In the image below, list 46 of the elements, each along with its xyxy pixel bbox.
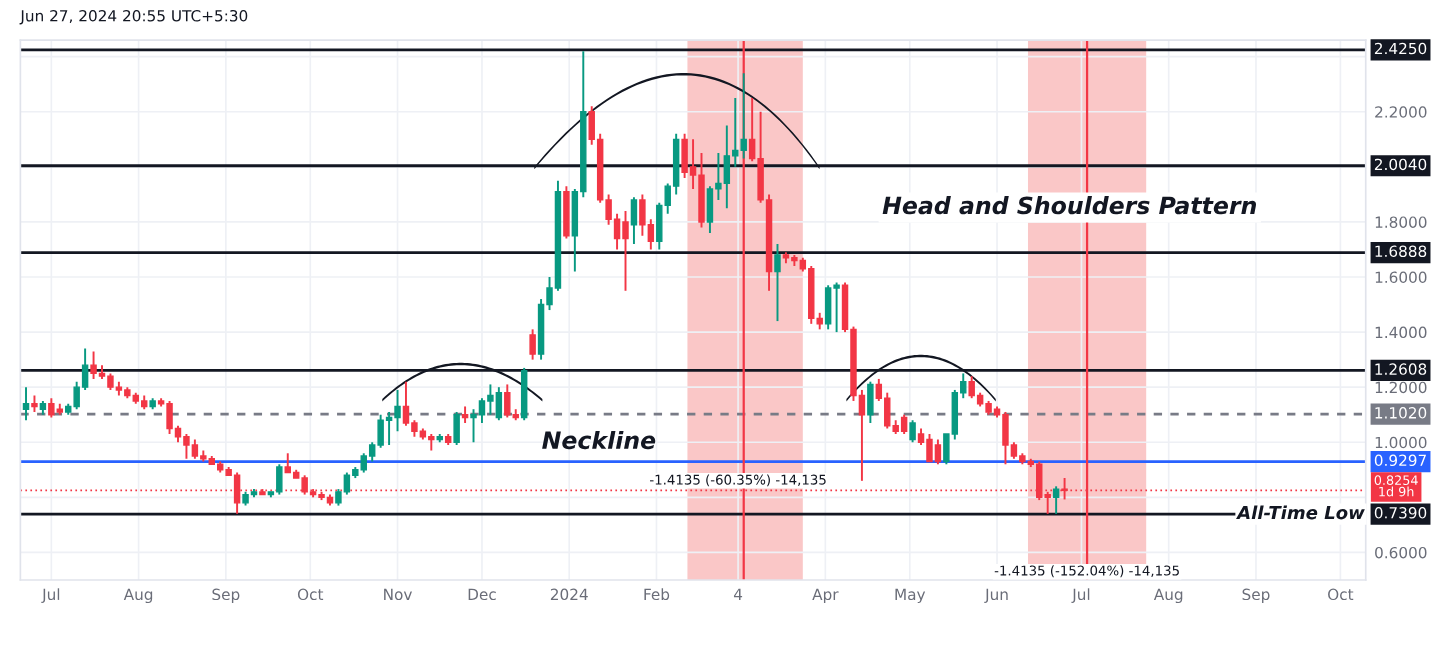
annotation: Neckline xyxy=(542,430,656,450)
candlestick xyxy=(884,391,891,430)
candlestick xyxy=(968,375,975,400)
candlestick xyxy=(90,350,97,380)
candlestick xyxy=(394,388,401,433)
candlestick xyxy=(504,383,511,419)
candlestick xyxy=(681,132,688,179)
candlestick xyxy=(487,383,494,416)
candlestick xyxy=(909,419,916,444)
candlestick xyxy=(630,196,638,245)
candlestick xyxy=(343,471,351,496)
candlestick xyxy=(470,408,477,444)
candlestick xyxy=(824,284,832,331)
candlestick xyxy=(740,72,747,160)
candlestick xyxy=(833,281,840,334)
candlestick xyxy=(1002,411,1009,466)
candlestick xyxy=(774,243,781,323)
candlestick xyxy=(276,463,283,496)
candlestick xyxy=(1052,485,1060,515)
candlestick xyxy=(622,209,629,292)
candlestick xyxy=(191,438,199,460)
candlestick xyxy=(385,411,393,446)
candlestick xyxy=(934,438,942,466)
annotation: All-Time Low xyxy=(1236,505,1365,520)
candlestick xyxy=(453,411,460,446)
candlestick xyxy=(900,413,908,435)
candlestick xyxy=(166,399,173,435)
candlestick xyxy=(520,366,528,422)
candlestick xyxy=(377,413,384,449)
candlestick xyxy=(48,397,55,419)
candlestick xyxy=(563,185,570,240)
text: Head and Shoulders Pattern xyxy=(882,196,1256,215)
candlestick xyxy=(402,380,410,427)
candlestick xyxy=(867,380,874,424)
candlestick xyxy=(22,386,30,422)
candlestick xyxy=(723,124,731,210)
candlestick xyxy=(639,193,646,237)
candlestick xyxy=(360,452,367,474)
candlestick xyxy=(495,386,503,422)
candlestick xyxy=(706,185,714,234)
candlestick xyxy=(183,433,190,460)
candlestick xyxy=(478,397,486,424)
candlestick xyxy=(284,452,291,474)
candlestick xyxy=(698,152,705,229)
candlestick xyxy=(529,328,536,361)
candlestick xyxy=(926,433,933,463)
